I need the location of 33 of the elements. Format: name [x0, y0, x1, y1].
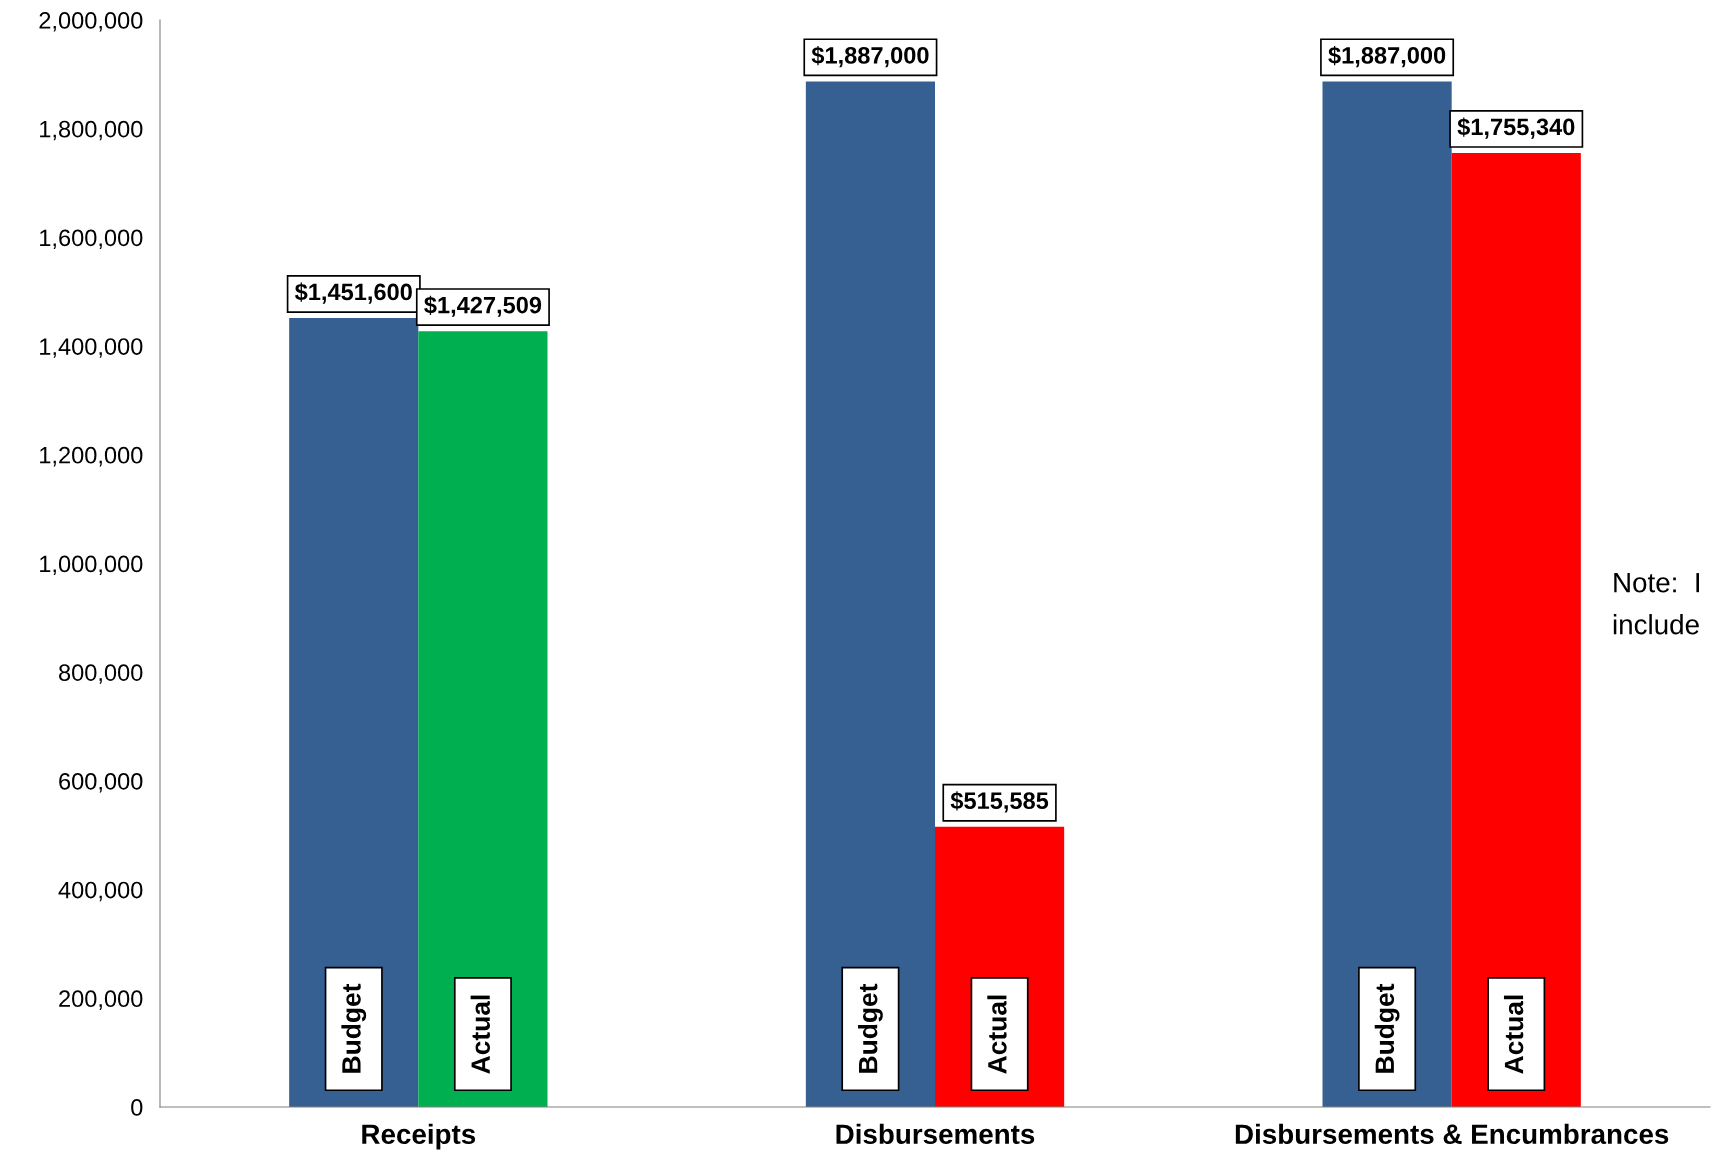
y-tick-label: 1,000,000 [40, 555, 143, 576]
data-label: $1,451,600 [294, 282, 412, 304]
y-tick-label: 400,000 [58, 881, 143, 902]
x-tick-label: Disbursements & Encumbrances [1235, 1123, 1669, 1145]
annotation: Note: I [1614, 573, 1699, 593]
text: Budget [1374, 983, 1400, 1073]
data-label: $1,755,340 [1457, 117, 1575, 139]
data-label: $1,887,000 [811, 45, 929, 68]
y-tick-label: 1,800,000 [40, 120, 143, 141]
y-tick-label: 2,000,000 [39, 12, 143, 32]
series-label: Budget [341, 983, 367, 1073]
y-tick-label: 200,000 [59, 990, 143, 1010]
y-tick-label: 1,400,000 [40, 338, 143, 358]
annotation: include [1613, 614, 1699, 635]
data-label: $1,427,509 [424, 295, 542, 317]
y-tick-label: 1,200,000 [40, 446, 143, 467]
y-tick-label: 800,000 [59, 664, 143, 684]
text: Actual [987, 995, 1007, 1074]
y-tick-label: 600,000 [59, 772, 143, 793]
y-tick-label: 0 [131, 1099, 143, 1116]
bar [418, 331, 548, 1107]
text: Actual [1503, 995, 1524, 1074]
text: Budget [858, 983, 883, 1073]
bar [1451, 152, 1581, 1107]
x-tick-label: Receipts [362, 1123, 476, 1150]
bar [289, 318, 419, 1107]
x-tick-label: Disbursements [836, 1123, 1035, 1145]
data-label: $1,887,000 [1328, 45, 1446, 68]
bar [805, 81, 935, 1107]
data-label: $515,585 [950, 791, 1049, 813]
series-label: Actual [470, 995, 490, 1074]
y-tick-label: 1,600,000 [40, 229, 143, 249]
bar [1322, 81, 1452, 1107]
